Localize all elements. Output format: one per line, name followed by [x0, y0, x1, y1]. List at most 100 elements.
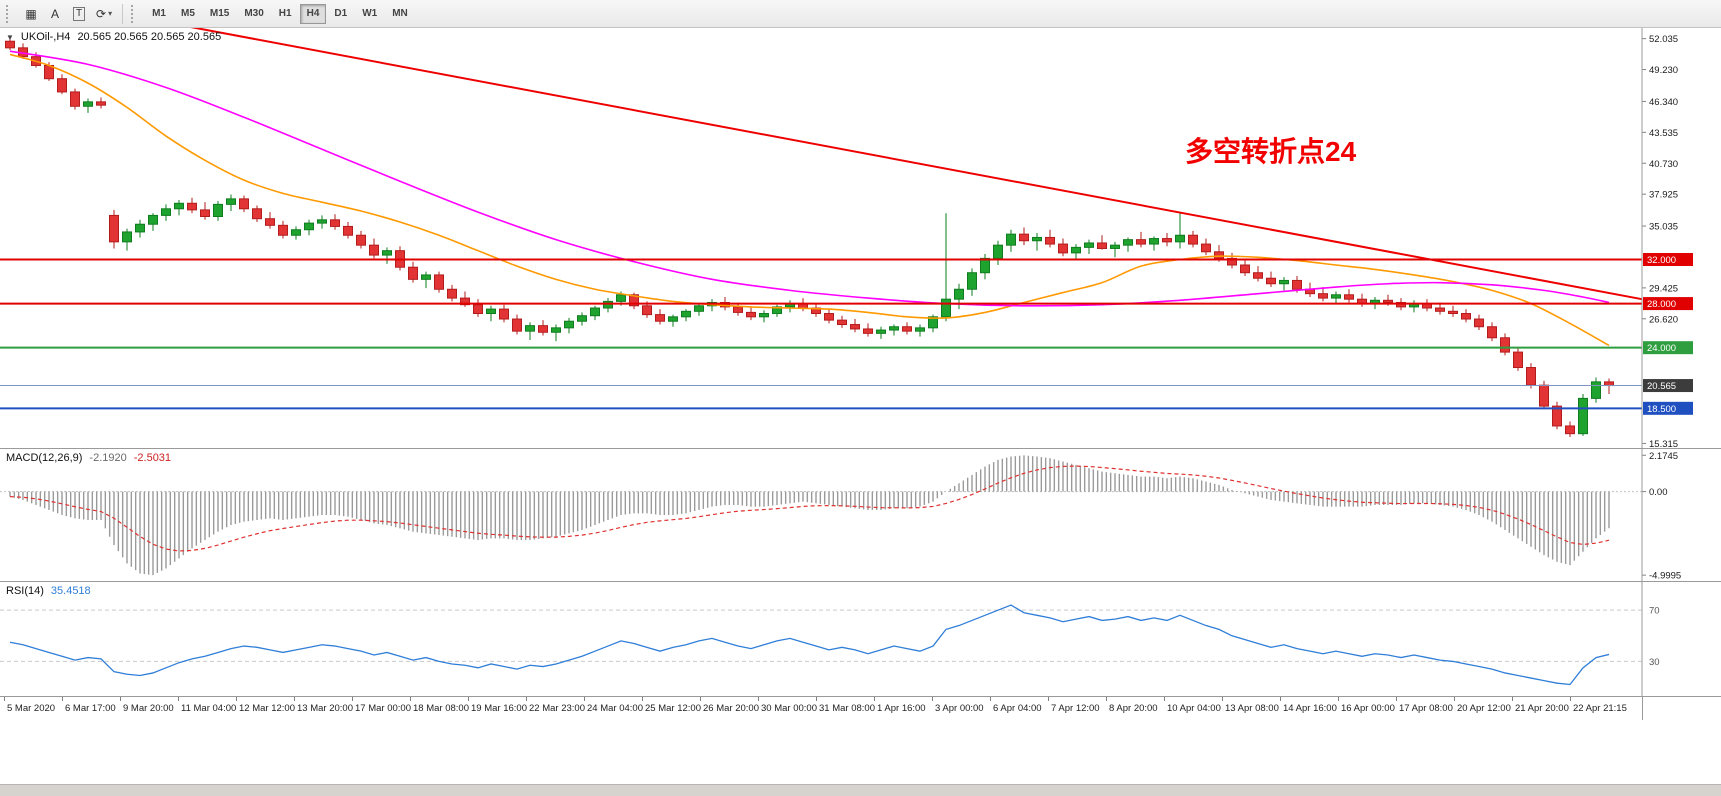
- time-axis-label: 30 Mar 00:00: [761, 703, 817, 714]
- timeframe-m30[interactable]: M30: [237, 4, 270, 24]
- time-axis-label: 18 Mar 08:00: [413, 703, 469, 714]
- price-axis-label: 40.730: [1649, 159, 1678, 170]
- price-axis-label: 29.425: [1649, 283, 1678, 294]
- svg-text:20.565: 20.565: [1647, 381, 1676, 392]
- time-tick: [1048, 697, 1049, 701]
- time-tick: [468, 697, 469, 701]
- toolbar-grip[interactable]: [131, 4, 137, 23]
- svg-text:18.500: 18.500: [1647, 404, 1676, 415]
- time-axis-label: 10 Apr 04:00: [1167, 703, 1221, 714]
- price-axis-label: 15.315: [1649, 439, 1678, 448]
- macd-header: MACD(12,26,9) -2.1920 -2.5031: [6, 452, 171, 464]
- price-axis-label: 46.340: [1649, 97, 1678, 108]
- text-t-button[interactable]: T: [68, 4, 90, 24]
- time-tick: [584, 697, 585, 701]
- ma-fast-line: [9, 53, 1610, 347]
- price-tag: 28.000: [1643, 297, 1693, 311]
- toolbar-grip[interactable]: [6, 4, 12, 23]
- time-tick: [1222, 697, 1223, 701]
- time-tick: [236, 697, 237, 701]
- font-a-icon: A: [50, 6, 59, 21]
- macd-panel: 2.1745 0.00 -4.9995 MACD(12,26,9) -2.1920 …: [0, 448, 1721, 581]
- time-tick: [1164, 697, 1165, 701]
- timeframe-h1[interactable]: H1: [272, 4, 299, 24]
- timeframe-h4[interactable]: H4: [299, 3, 327, 24]
- time-tick: [1454, 697, 1455, 701]
- annotation-text[interactable]: 多空转折点24: [1185, 136, 1357, 167]
- time-axis-label: 6 Mar 17:00: [65, 703, 116, 714]
- price-tag: 20.565: [1643, 379, 1693, 393]
- time-tick: [642, 697, 643, 701]
- chart-ohlc-values: 20.565 20.565 20.565 20.565: [77, 31, 222, 43]
- cycle-icon: ⟳: [96, 6, 107, 21]
- time-axis-label: 6 Apr 04:00: [993, 703, 1042, 714]
- timeframe-m1[interactable]: M1: [145, 4, 173, 24]
- time-tick: [62, 697, 63, 701]
- rsi-level-label: 30: [1649, 657, 1660, 668]
- svg-text:24.000: 24.000: [1647, 343, 1676, 354]
- rsi-label: RSI(14): [6, 585, 44, 597]
- candles-layer: [5, 36, 1614, 437]
- timeframe-m15[interactable]: M15: [203, 4, 236, 24]
- time-tick: [120, 697, 121, 701]
- main-chart-canvas[interactable]: 52.035 49.230 46.340 43.535 40.730 37.925 35.0…: [0, 28, 1721, 448]
- time-axis[interactable]: 5 Mar 2020 6 Mar 17:00 9 Mar 20:00 11 Mar 0…: [0, 696, 1721, 720]
- grid-icon: ▦: [25, 6, 37, 21]
- time-tick: [700, 697, 701, 701]
- price-axis-label: -4.9995: [1649, 571, 1681, 581]
- timeframe-m5[interactable]: M5: [174, 4, 202, 24]
- time-axis-label: 20 Apr 12:00: [1457, 703, 1511, 714]
- timeframe-toolbar: M1 M5 M15 M30 H1 H4 D1 W1 MN: [145, 3, 415, 24]
- time-tick: [294, 697, 295, 701]
- time-axis-label: 17 Mar 00:00: [355, 703, 411, 714]
- cycle-button[interactable]: ⟳ ▾: [92, 4, 116, 24]
- time-axis-label: 11 Mar 04:00: [181, 703, 237, 714]
- charts-grid-button[interactable]: ▦: [20, 4, 42, 24]
- symbol-dropdown-icon[interactable]: ▼: [6, 32, 14, 42]
- font-a-button[interactable]: A: [44, 4, 66, 24]
- macd-signal-value: -2.5031: [133, 452, 172, 464]
- time-axis-label: 14 Apr 16:00: [1283, 703, 1337, 714]
- time-tick: [526, 697, 527, 701]
- timeframe-w1[interactable]: W1: [355, 4, 384, 24]
- main-chart-panel: 52.035 49.230 46.340 43.535 40.730 37.925 35.0…: [0, 28, 1721, 448]
- price-axis-label: 49.230: [1649, 65, 1678, 76]
- timeframe-mn[interactable]: MN: [385, 4, 415, 24]
- rsi-canvas[interactable]: 70 30: [0, 582, 1721, 696]
- time-axis-label: 24 Mar 04:00: [587, 703, 643, 714]
- macd-label: MACD(12,26,9): [6, 452, 83, 464]
- svg-text:32.000: 32.000: [1647, 255, 1676, 266]
- time-tick: [410, 697, 411, 701]
- time-tick: [1512, 697, 1513, 701]
- time-axis-label: 13 Mar 20:00: [297, 703, 353, 714]
- price-tag: 18.500: [1643, 401, 1693, 415]
- time-axis-label: 3 Apr 00:00: [935, 703, 984, 714]
- rsi-line: [9, 604, 1610, 686]
- time-axis-label: 21 Apr 20:00: [1515, 703, 1569, 714]
- rsi-header: RSI(14) 35.4518: [6, 585, 91, 597]
- price-axis-label: 26.620: [1649, 314, 1678, 325]
- axis-separator: [1642, 697, 1643, 720]
- macd-canvas[interactable]: 2.1745 0.00 -4.9995: [0, 449, 1721, 581]
- price-axis-label: 43.535: [1649, 128, 1678, 139]
- trendline[interactable]: [172, 28, 1643, 301]
- time-tick: [4, 697, 5, 701]
- time-axis-label: 16 Apr 00:00: [1341, 703, 1395, 714]
- macd-histogram: [9, 455, 1610, 576]
- text-t-icon: T: [72, 6, 86, 21]
- time-axis-label: 17 Apr 08:00: [1399, 703, 1453, 714]
- time-tick: [932, 697, 933, 701]
- price-axis-label: 2.1745: [1649, 451, 1678, 462]
- time-axis-label: 5 Mar 2020: [7, 703, 56, 714]
- chart-footer-space: [0, 720, 1721, 784]
- timeframe-d1[interactable]: D1: [327, 4, 354, 24]
- price-axis-label: 35.035: [1649, 222, 1678, 233]
- rsi-panel: 70 30 RSI(14) 35.4518: [0, 581, 1721, 696]
- time-axis-label: 12 Mar 12:00: [239, 703, 295, 714]
- time-tick: [1570, 697, 1571, 701]
- time-axis-label: 8 Apr 20:00: [1109, 703, 1158, 714]
- time-axis-label: 7 Apr 12:00: [1051, 703, 1100, 714]
- time-axis-label: 1 Apr 16:00: [877, 703, 926, 714]
- time-axis-label: 22 Mar 23:00: [529, 703, 585, 714]
